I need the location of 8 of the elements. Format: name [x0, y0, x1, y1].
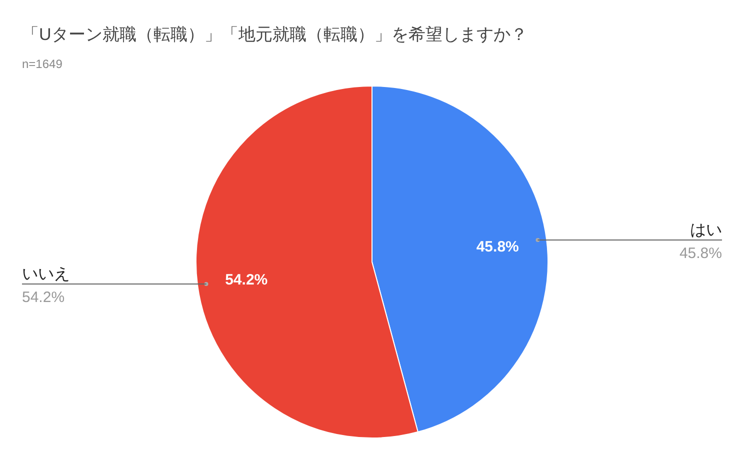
text: 54.2% [22, 289, 65, 306]
chart-title: 「Uターン就職（転職）」「地元就職（転職）」を希望しますか？ [22, 25, 528, 44]
text: 45.8% [679, 245, 722, 262]
slice-label: いいえ [22, 266, 70, 283]
data-label: 54.2% [225, 272, 268, 289]
chart-subtitle: n=1649 [22, 57, 63, 71]
data-label: 45.8% [476, 238, 519, 256]
slice-label: はい [690, 222, 722, 239]
